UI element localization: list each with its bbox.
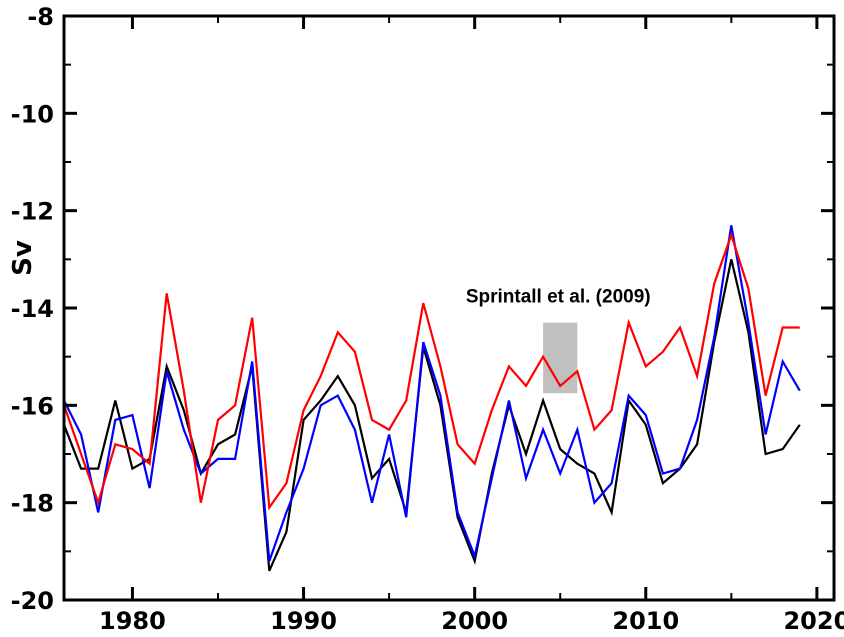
x-tick-label: 2000 [441, 607, 508, 635]
series-lines [62, 225, 801, 572]
y-tick-label: -20 [11, 587, 54, 615]
series-line-3 [62, 231, 800, 511]
x-tick-label: 2020 [783, 607, 844, 635]
x-tick-label: 1980 [99, 607, 166, 635]
series-line-1 [62, 259, 801, 572]
annotation: Sprintall et al. (2009) [466, 287, 651, 394]
annotation-label: Sprintall et al. (2009) [466, 287, 651, 308]
series-line-2 [63, 225, 801, 562]
annotation-shaded-region [543, 322, 578, 394]
y-tick-label: -14 [11, 295, 54, 323]
y-tick-labels: -20 -18 -16 -14 -12 -10 -8 [11, 3, 54, 615]
y-tick-label: -12 [11, 198, 54, 226]
x-tick-labels: 1980 1990 2000 2010 2020 [99, 607, 844, 635]
y-tick-label: -16 [11, 392, 54, 420]
plot-frame [62, 14, 836, 602]
y-tick-label: -10 [11, 100, 54, 128]
x-tick-label: 2010 [612, 607, 679, 635]
y-axis-title: Sv [8, 240, 38, 276]
y-tick-label: -18 [11, 490, 54, 518]
y-tick-label: -8 [27, 3, 54, 31]
x-tick-label: 1990 [270, 607, 337, 635]
